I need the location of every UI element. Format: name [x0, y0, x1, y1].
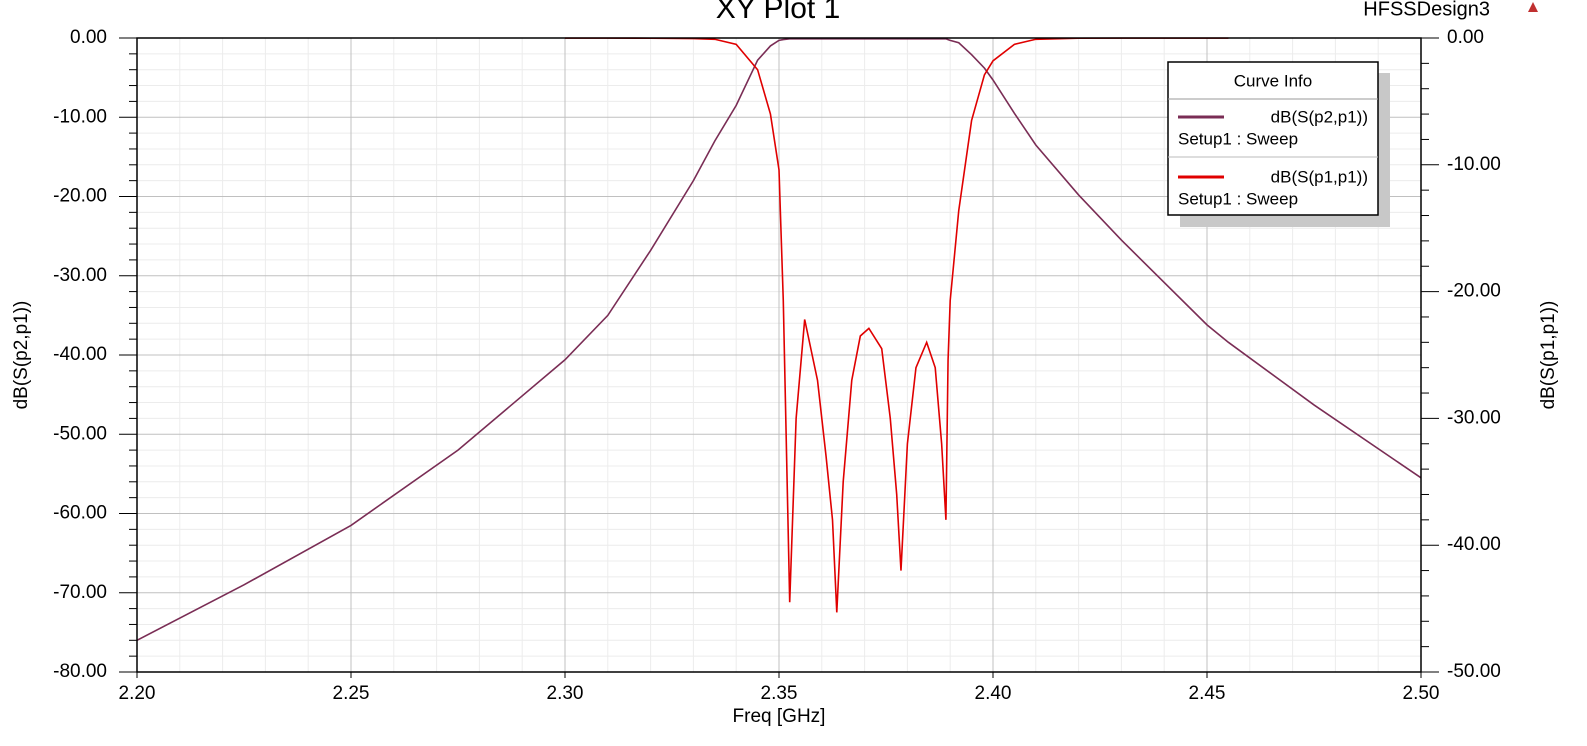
y2-tick-label: -30.00	[1447, 407, 1501, 428]
chart-title: XY Plot 1	[716, 0, 841, 25]
y-tick-label: -10.00	[53, 106, 107, 127]
x-tick-label: 2.50	[1403, 683, 1440, 704]
y2-tick-label: -40.00	[1447, 534, 1501, 555]
y-tick-label: -70.00	[53, 582, 107, 603]
series-line	[136, 37, 1422, 642]
curves	[136, 37, 1422, 642]
x-axis-label: Freq [GHz]	[733, 706, 826, 727]
y-tick-label: -40.00	[53, 344, 107, 365]
x-tick-label: 2.25	[333, 683, 370, 704]
plot-frame	[136, 37, 1422, 673]
y-tick-label: -30.00	[53, 265, 107, 286]
design-name: HFSSDesign3	[1363, 0, 1490, 20]
y2-tick-label: -10.00	[1447, 154, 1501, 175]
legend-entry: dB(S(p1,p1))	[1271, 167, 1368, 186]
series-line	[565, 37, 1229, 613]
y2-axis-label: dB(S(p1,p1))	[1538, 301, 1559, 410]
y2-tick-label: 0.00	[1447, 27, 1484, 48]
y-tick-label: -50.00	[53, 423, 107, 444]
y-tick-label: -20.00	[53, 186, 107, 207]
y-tick-label: -60.00	[53, 503, 107, 524]
y2-tick-label: -20.00	[1447, 281, 1501, 302]
legend-box	[1167, 61, 1379, 216]
legend-setup: Setup1 : Sweep	[1178, 129, 1298, 148]
x-tick-label: 2.30	[547, 683, 584, 704]
legend: Curve Info dB(S(p2,p1)) Setup1 : Sweep dB(…	[1167, 61, 1390, 227]
x-tick-label: 2.45	[1189, 683, 1226, 704]
x-tick-label: 2.20	[119, 683, 156, 704]
y2-tick-label: -50.00	[1447, 661, 1501, 682]
grid	[119, 37, 1439, 678]
legend-entry: dB(S(p2,p1))	[1271, 107, 1368, 126]
y-tick-label: 0.00	[70, 27, 107, 48]
legend-setup: Setup1 : Sweep	[1178, 189, 1298, 208]
y-axis-label: dB(S(p2,p1))	[11, 301, 32, 410]
y-tick-label: -80.00	[53, 661, 107, 682]
logo	[1528, 2, 1538, 12]
x-tick-label: 2.35	[761, 683, 798, 704]
x-tick-label: 2.40	[975, 683, 1012, 704]
legend-title: Curve Info	[1234, 71, 1312, 90]
